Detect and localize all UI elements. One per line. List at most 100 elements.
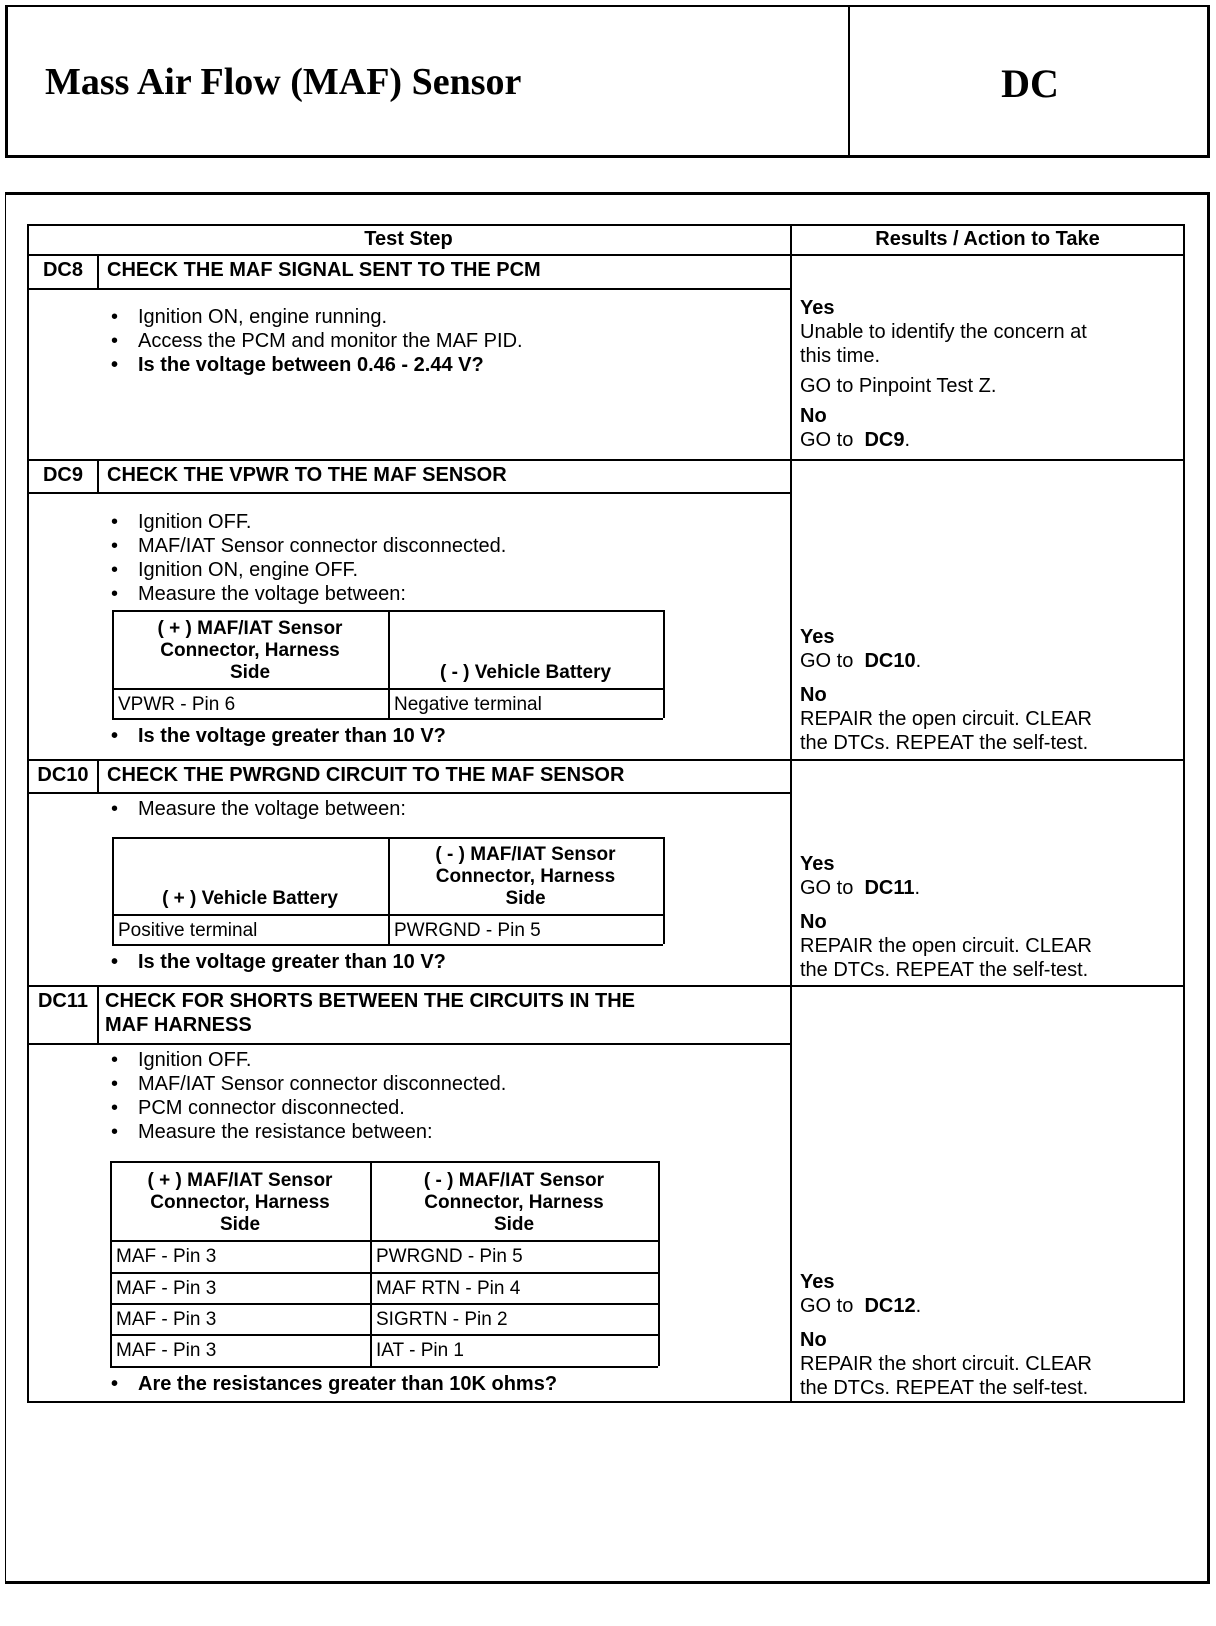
bullet-item: Ignition ON, engine OFF. — [105, 558, 358, 582]
step-top-rule — [27, 985, 790, 987]
subtable-cell: MAF - Pin 3 — [116, 1246, 217, 1267]
subtable-header: Connector, Harness — [424, 1192, 604, 1213]
subtable-divider — [388, 610, 390, 718]
page-title: Mass Air Flow (MAF) Sensor — [45, 61, 522, 103]
subtable-header: ( + ) Vehicle Battery — [162, 888, 338, 909]
goto-target: DC10 — [864, 650, 916, 672]
question: Is the voltage greater than 10 V? — [105, 950, 446, 974]
goto-target: DC12 — [864, 1295, 916, 1317]
subtable-header: Connector, Harness — [435, 866, 616, 887]
table-right — [1183, 224, 1185, 1403]
subtable-header: Connector, Harness — [150, 1192, 330, 1213]
step-title-rule — [27, 492, 790, 494]
table-bottom — [27, 1401, 1185, 1403]
subtable-divider — [388, 837, 390, 944]
yes-action: GO to DC12. — [800, 1295, 922, 1317]
subtable-header: ( + ) MAF/IAT Sensor — [157, 618, 343, 639]
step-title: CHECK THE MAF SIGNAL SENT TO THE PCM — [107, 259, 541, 281]
subtable-header: ( + ) MAF/IAT Sensor — [147, 1170, 333, 1191]
step-title: CHECK THE PWRGND CIRCUIT TO THE MAF SENS… — [107, 764, 625, 786]
subtable-cell: Positive terminal — [118, 920, 258, 941]
step-title: CHECK THE VPWR TO THE MAF SENSOR — [107, 464, 507, 486]
subtable-left — [112, 837, 114, 944]
no-text: REPAIR the open circuit. CLEAR — [800, 708, 1092, 730]
yes-action: GO to Pinpoint Test Z. — [800, 375, 997, 397]
subtable-header: Side — [505, 888, 546, 909]
no-text: the DTCs. REPEAT the self-test. — [800, 1377, 1089, 1399]
yes-label: Yes — [800, 626, 835, 648]
subtable-right — [658, 1161, 660, 1366]
no-text: the DTCs. REPEAT the self-test. — [800, 732, 1089, 754]
subtable-cell: MAF - Pin 3 — [116, 1309, 217, 1330]
no-text: REPAIR the short circuit. CLEAR — [800, 1353, 1092, 1375]
step-id: DC10 — [37, 764, 89, 786]
yes-text: this time. — [800, 345, 881, 367]
subtable-header: Side — [229, 662, 271, 683]
results-top-rule — [790, 459, 1185, 461]
no-text: the DTCs. REPEAT the self-test. — [800, 959, 1089, 981]
table-top — [27, 224, 1185, 226]
subtable-rule — [110, 1334, 658, 1336]
results-top-rule — [790, 985, 1185, 987]
subtable-rule — [110, 1272, 658, 1274]
step-id-divider — [97, 459, 99, 492]
subtable-cell: Negative terminal — [394, 694, 542, 715]
step-id-divider — [97, 985, 99, 1043]
bullet-item: Ignition OFF. — [105, 510, 251, 534]
subtable-top — [112, 837, 663, 839]
yes-label: Yes — [800, 1271, 835, 1293]
subtable-cell: SIGRTN - Pin 2 — [376, 1309, 508, 1330]
subtable-left — [112, 610, 114, 718]
yes-action: GO to DC10. — [800, 650, 922, 672]
goto-target: DC9 — [864, 429, 905, 451]
table-left — [27, 224, 29, 1403]
subtable-rule — [112, 718, 663, 720]
subtable-divider — [370, 1161, 372, 1366]
step-top-rule — [27, 759, 790, 761]
step-title-rule — [27, 288, 790, 290]
subtable-header-rule — [112, 688, 663, 690]
subtable-header: Side — [219, 1214, 261, 1235]
step-id: DC11 — [37, 990, 89, 1012]
bullet-item: Measure the resistance between: — [105, 1120, 433, 1144]
step-top-rule — [27, 459, 790, 461]
bullet-item: MAF/IAT Sensor connector disconnected. — [105, 1072, 506, 1096]
yes-label: Yes — [800, 853, 835, 875]
subtable-header: ( - ) Vehicle Battery — [439, 662, 612, 683]
subtable-left — [110, 1161, 112, 1366]
subtable-cell: PWRGND - Pin 5 — [394, 920, 541, 941]
content-frame — [5, 192, 1210, 1584]
subtable-cell: VPWR - Pin 6 — [118, 694, 236, 715]
subtable-top — [110, 1161, 658, 1163]
goto-text: GO to — [800, 1295, 854, 1317]
subtable-cell: MAF RTN - Pin 4 — [376, 1278, 521, 1299]
header-box — [5, 5, 1210, 158]
yes-label: Yes — [800, 297, 835, 319]
goto-text: GO to — [800, 650, 854, 672]
header-divider — [848, 5, 850, 158]
subtable-header: Side — [493, 1214, 535, 1235]
subtable-header: Connector, Harness — [160, 640, 340, 661]
question: Is the voltage between 0.46 - 2.44 V? — [105, 353, 484, 377]
step-id: DC8 — [42, 259, 83, 281]
question: Is the voltage greater than 10 V? — [105, 724, 446, 748]
bullet-item: PCM connector disconnected. — [105, 1096, 405, 1120]
yes-text: Unable to identify the concern at — [800, 321, 1087, 343]
bullet-item: MAF/IAT Sensor connector disconnected. — [105, 534, 506, 558]
no-label: No — [800, 911, 827, 933]
step-title-rule — [27, 792, 790, 794]
subtable-cell: MAF - Pin 3 — [116, 1340, 217, 1361]
goto-target: DC11 — [864, 877, 915, 899]
subtable-rule — [112, 944, 663, 946]
yes-action: GO to DC11. — [800, 877, 921, 899]
step-id: DC9 — [42, 464, 83, 486]
subtable-header: ( - ) MAF/IAT Sensor — [435, 844, 616, 865]
section-code: DC — [1001, 61, 1059, 106]
step-title-rule — [27, 1043, 790, 1045]
step-title: MAF HARNESS — [105, 1014, 252, 1036]
subtable-header-rule — [112, 914, 663, 916]
subtable-cell: PWRGND - Pin 5 — [376, 1246, 523, 1267]
step-id-divider — [97, 254, 99, 288]
no-text: REPAIR the open circuit. CLEAR — [800, 935, 1092, 957]
